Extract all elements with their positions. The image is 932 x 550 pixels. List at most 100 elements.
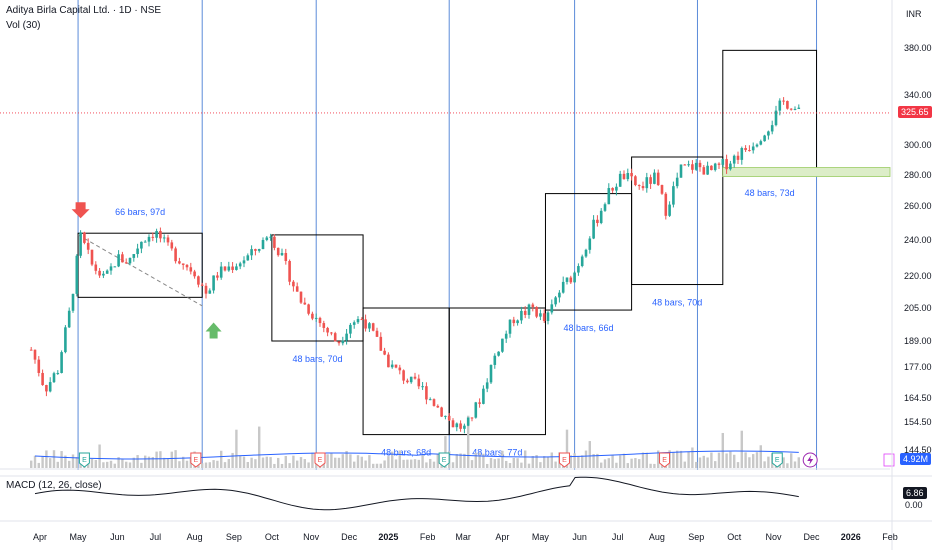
- volume-bar: [569, 455, 572, 468]
- candle-body: [691, 164, 694, 170]
- candle-body: [664, 193, 668, 216]
- candle-body: [208, 290, 212, 294]
- earnings-marker-letter: E: [562, 457, 567, 464]
- volume-bar: [52, 450, 56, 468]
- candle-body: [710, 165, 713, 171]
- volume-bar: [683, 461, 686, 468]
- candle-body: [634, 176, 637, 186]
- volume-indicator-label[interactable]: Vol (30): [6, 20, 41, 31]
- volume-bar: [554, 461, 557, 468]
- price-tick-label: 300.00: [904, 140, 932, 150]
- volume-bar: [615, 462, 618, 468]
- volume-bar: [763, 461, 766, 468]
- price-tick-label: 240.00: [904, 235, 932, 245]
- candle-body: [185, 264, 189, 268]
- currency-label[interactable]: INR: [906, 9, 922, 19]
- candle-body: [29, 349, 33, 351]
- candle-body: [257, 249, 261, 251]
- volume-bar: [178, 461, 181, 468]
- volume-bar: [717, 452, 721, 468]
- candle-body: [147, 236, 151, 242]
- volume-bar: [398, 450, 401, 468]
- candle-body: [33, 349, 37, 360]
- macd-zero-label: 0.00: [905, 500, 923, 510]
- volume-bar: [37, 462, 40, 468]
- volume-bar: [710, 452, 713, 468]
- candle-body: [558, 292, 561, 298]
- earnings-marker-icon: [771, 452, 783, 468]
- candle-body: [162, 237, 166, 239]
- volume-bar: [311, 452, 314, 468]
- candle-body: [189, 267, 193, 272]
- volume-bar: [387, 456, 390, 468]
- price-tick-label: 205.00: [904, 303, 932, 313]
- volume-bar: [573, 453, 576, 468]
- candle-body: [398, 367, 402, 371]
- volume-bar: [767, 456, 770, 468]
- candle-body: [406, 380, 409, 383]
- candle-body: [341, 340, 345, 344]
- candle-body: [41, 372, 44, 386]
- price-tick-label: 164.50: [904, 393, 932, 403]
- volume-bar: [413, 459, 417, 468]
- volume-bar: [782, 457, 785, 468]
- candle-body: [151, 236, 155, 238]
- candle-body: [170, 242, 174, 249]
- candle-body: [675, 177, 679, 187]
- volume-bar: [239, 456, 242, 468]
- volume-bar: [132, 457, 135, 468]
- candle-body: [687, 164, 690, 166]
- time-tick-label: Jul: [150, 532, 162, 542]
- volume-bar: [155, 451, 158, 468]
- volume-bar: [136, 455, 139, 468]
- volume-bar: [524, 450, 527, 468]
- candle-body: [246, 255, 250, 261]
- volume-bar: [337, 457, 341, 468]
- symbol-title[interactable]: Aditya Birla Capital Ltd. · 1D · NSE: [6, 5, 162, 16]
- candle-body: [67, 310, 71, 328]
- candle-body: [71, 293, 75, 311]
- volume-bar: [577, 456, 580, 468]
- macd-indicator-label[interactable]: MACD (12, 26, close): [6, 480, 102, 491]
- candle-body: [504, 333, 508, 339]
- volume-bar: [242, 456, 246, 468]
- candle-body: [645, 177, 649, 189]
- time-tick-label: Feb: [882, 532, 898, 542]
- candle-body: [516, 320, 519, 324]
- candle-body: [748, 150, 751, 152]
- candle-body: [478, 402, 481, 404]
- volume-bar: [288, 463, 291, 468]
- candle-body: [417, 378, 421, 387]
- earnings-marker-letter: E: [775, 457, 780, 464]
- candle-body: [759, 141, 763, 145]
- candle-body: [159, 230, 162, 239]
- volume-bar: [231, 452, 234, 468]
- volume-bar: [516, 458, 519, 468]
- volume-bar: [349, 454, 352, 468]
- earnings-marker-letter: E: [82, 457, 87, 464]
- volume-bar: [695, 461, 698, 468]
- candle-body: [409, 376, 413, 383]
- candle-body: [721, 159, 725, 165]
- volume-bar: [588, 441, 591, 468]
- range-box-label: 48 bars, 66d: [564, 323, 614, 333]
- volume-bar: [459, 453, 462, 468]
- candle-body: [656, 172, 660, 186]
- candle-body: [466, 417, 470, 426]
- volume-bar: [45, 450, 48, 468]
- candle-body: [371, 323, 375, 331]
- volume-bar: [584, 450, 588, 468]
- candle-body: [732, 155, 736, 164]
- volume-bar: [649, 463, 652, 468]
- candle-body: [539, 313, 542, 317]
- candle-body: [124, 262, 128, 264]
- earnings-marker-letter: E: [442, 457, 447, 464]
- volume-bar: [356, 455, 360, 468]
- time-tick-label: Nov: [303, 532, 320, 542]
- volume-bar: [261, 457, 265, 468]
- volume-bar: [470, 460, 474, 468]
- volume-bar: [520, 462, 523, 468]
- candle-body: [698, 162, 702, 168]
